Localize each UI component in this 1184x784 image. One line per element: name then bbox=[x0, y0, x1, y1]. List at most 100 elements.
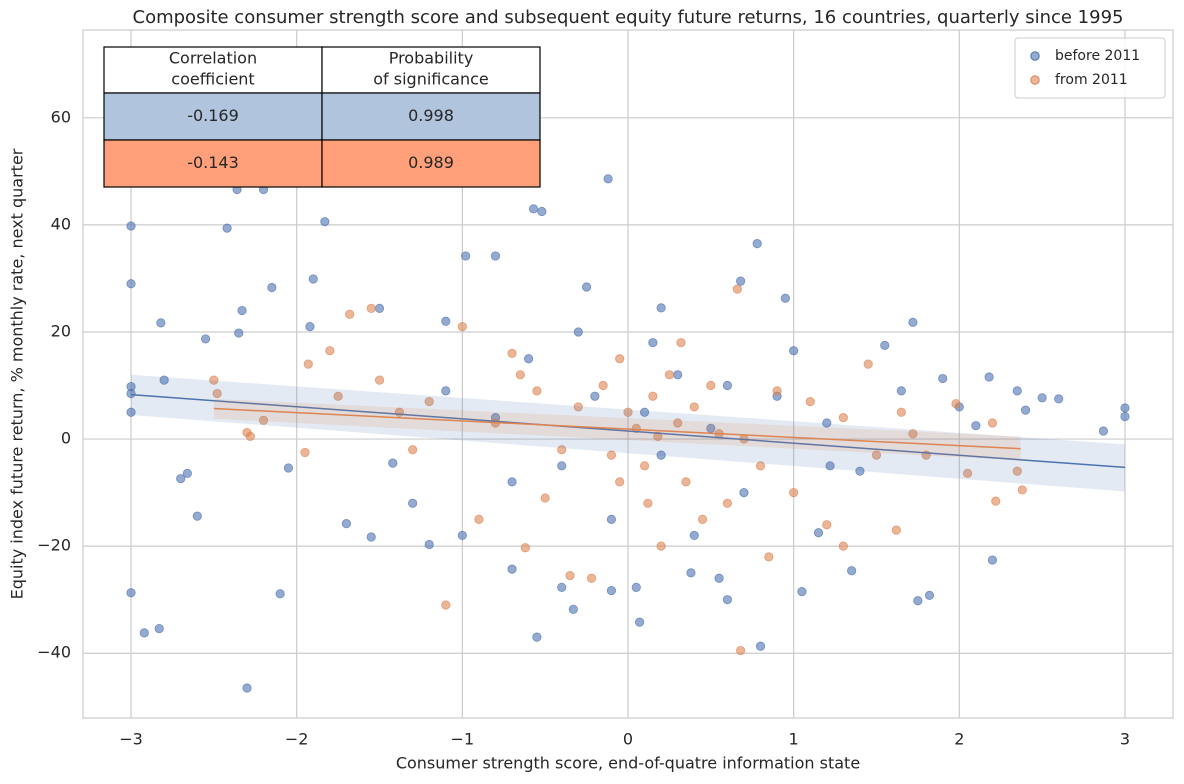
point bbox=[586, 573, 597, 583]
point bbox=[325, 346, 335, 356]
y-tick-label: −20 bbox=[37, 536, 71, 555]
point bbox=[764, 552, 774, 562]
point bbox=[736, 645, 746, 656]
point bbox=[258, 415, 269, 425]
point bbox=[490, 251, 501, 261]
point bbox=[938, 373, 948, 384]
point bbox=[200, 334, 211, 344]
point bbox=[855, 466, 865, 476]
point bbox=[154, 623, 164, 634]
table-cell bbox=[103, 139, 323, 188]
point bbox=[615, 354, 625, 364]
point bbox=[126, 388, 136, 399]
point bbox=[987, 555, 998, 565]
point bbox=[896, 386, 906, 396]
legend-label: before 2011 bbox=[1055, 48, 1140, 64]
table-header-text: of significance bbox=[373, 70, 489, 89]
point bbox=[461, 251, 471, 261]
confidence-band bbox=[131, 374, 1125, 492]
point bbox=[908, 429, 918, 439]
point bbox=[780, 293, 790, 303]
point bbox=[689, 402, 699, 412]
y-tick-label: 40 bbox=[51, 214, 71, 233]
point bbox=[871, 450, 882, 460]
x-tick-label: −1 bbox=[451, 730, 475, 749]
point bbox=[755, 461, 766, 471]
plot-frame bbox=[82, 29, 1174, 719]
point bbox=[1120, 411, 1130, 422]
point bbox=[300, 447, 310, 458]
table-cell bbox=[321, 139, 541, 188]
point bbox=[234, 328, 244, 338]
point bbox=[507, 564, 517, 574]
point bbox=[126, 279, 136, 289]
point bbox=[374, 375, 385, 385]
point bbox=[676, 338, 686, 348]
point bbox=[987, 418, 998, 428]
point bbox=[908, 317, 918, 327]
y-axis-label: Equity index future return, % monthly ra… bbox=[8, 148, 27, 599]
point bbox=[457, 530, 467, 541]
point bbox=[408, 498, 418, 508]
x-tick-label: −3 bbox=[119, 730, 143, 749]
chart-title: Composite consumer strength score and su… bbox=[133, 7, 1124, 28]
point bbox=[424, 396, 434, 407]
point bbox=[408, 445, 418, 455]
point bbox=[648, 391, 658, 401]
point bbox=[267, 282, 277, 293]
point bbox=[615, 477, 625, 487]
point bbox=[722, 498, 732, 508]
point bbox=[838, 541, 848, 551]
point bbox=[126, 221, 136, 231]
point bbox=[159, 375, 169, 385]
point bbox=[962, 468, 973, 478]
point bbox=[520, 543, 530, 553]
point bbox=[825, 461, 835, 471]
confidence-band bbox=[213, 398, 1021, 461]
point bbox=[156, 318, 166, 328]
point bbox=[1037, 393, 1047, 403]
point bbox=[474, 514, 484, 524]
x-tick-label: 2 bbox=[954, 730, 964, 749]
legend-label: from 2011 bbox=[1055, 72, 1128, 88]
point bbox=[565, 570, 575, 581]
point bbox=[1012, 466, 1022, 476]
x-axis-label: Consumer strength score, end-of-quatre i… bbox=[396, 754, 860, 773]
point bbox=[441, 316, 451, 326]
point bbox=[805, 396, 815, 407]
point bbox=[896, 407, 906, 417]
point bbox=[673, 418, 683, 428]
point bbox=[366, 303, 376, 314]
point bbox=[686, 568, 696, 578]
point bbox=[984, 372, 994, 382]
point bbox=[822, 418, 832, 428]
point bbox=[568, 604, 578, 614]
point bbox=[557, 461, 567, 471]
regression-line bbox=[130, 393, 1126, 469]
y-tick-label: 20 bbox=[51, 321, 71, 340]
point bbox=[673, 370, 683, 380]
point bbox=[797, 587, 807, 597]
point bbox=[182, 468, 192, 478]
point bbox=[913, 596, 923, 606]
table-header-text: Correlation bbox=[169, 49, 257, 68]
x-tick-label: 1 bbox=[789, 730, 799, 749]
point bbox=[606, 450, 617, 460]
point bbox=[374, 303, 385, 314]
point bbox=[366, 532, 376, 542]
point bbox=[838, 413, 848, 423]
point bbox=[656, 541, 666, 551]
point bbox=[537, 206, 547, 217]
point bbox=[1017, 485, 1027, 495]
table-header-cell bbox=[321, 46, 541, 94]
point bbox=[789, 487, 799, 498]
table-cell-text: -0.143 bbox=[187, 153, 239, 172]
point bbox=[755, 641, 766, 651]
point bbox=[345, 309, 355, 319]
legend-marker bbox=[1030, 51, 1040, 61]
point bbox=[388, 458, 398, 468]
point bbox=[598, 380, 608, 391]
table-cell-text: 0.998 bbox=[408, 106, 454, 125]
point bbox=[209, 375, 219, 385]
